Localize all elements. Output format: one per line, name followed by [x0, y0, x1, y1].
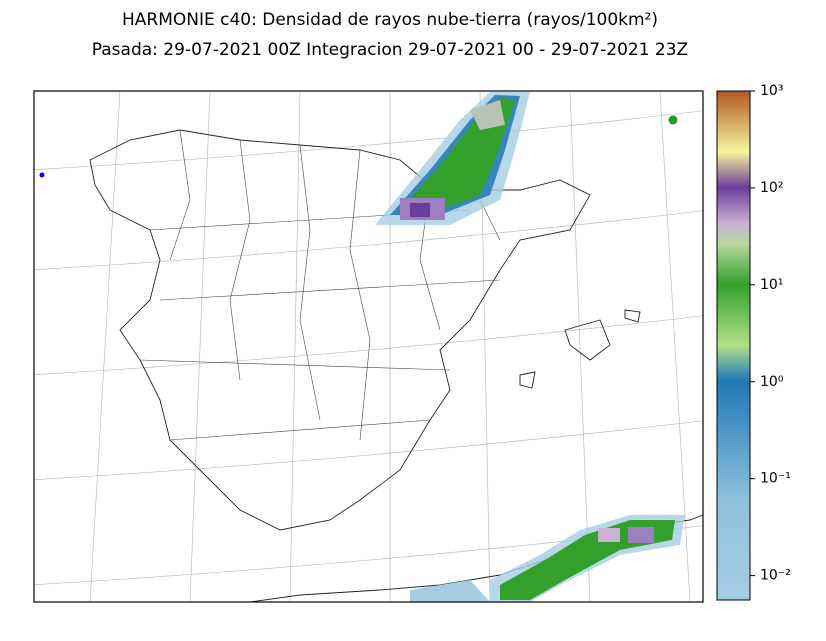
- coastline: [89, 129, 591, 531]
- colorbar-ticks: 10³ 10² 10¹ 10⁰ 10⁻¹ 10⁻²: [750, 83, 791, 584]
- tick-label: 10³: [760, 83, 783, 99]
- lightning-density: [375, 92, 685, 602]
- tick-label: 10⁻¹: [760, 471, 791, 487]
- map: [34, 91, 703, 602]
- graticule: [34, 91, 703, 602]
- tick-label: 10¹: [760, 277, 783, 293]
- tick-label: 10⁻²: [760, 568, 791, 584]
- title: HARMONIE c40: Densidad de rayos nube-tie…: [122, 10, 658, 30]
- islands: [519, 309, 641, 389]
- tick-label: 10²: [760, 180, 783, 196]
- marker: [668, 115, 678, 125]
- provinces: [139, 129, 501, 441]
- tick-label: 10⁰: [760, 374, 784, 390]
- map-frame: [33, 90, 704, 603]
- marker: [39, 172, 45, 178]
- subtitle: Pasada: 29-07-2021 00Z Integracion 29-07…: [92, 40, 688, 60]
- colorbar: [716, 90, 751, 601]
